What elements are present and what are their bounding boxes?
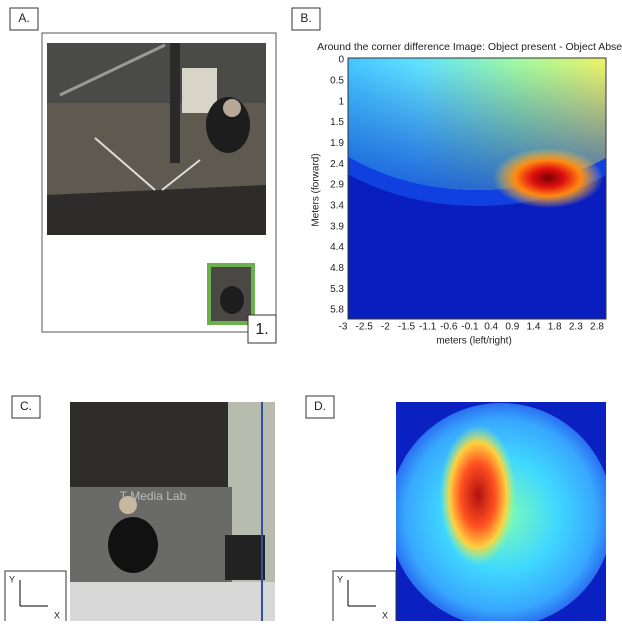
x-tick-label: -2.5 bbox=[356, 322, 374, 333]
inset-label: 1. bbox=[255, 321, 268, 338]
y-axis-label: Meters (forward) bbox=[311, 153, 322, 226]
x-tick-label: 2.8 bbox=[590, 322, 604, 333]
y-tick-label: 3.4 bbox=[330, 200, 344, 211]
x-tick-label: 0.9 bbox=[505, 322, 519, 333]
x-tick-label: -2 bbox=[381, 322, 390, 333]
y-tick-label: 5.8 bbox=[330, 305, 344, 316]
room-photo bbox=[70, 402, 275, 621]
panel-label: D. bbox=[314, 399, 326, 413]
heatmap bbox=[389, 402, 613, 621]
axis-letter: Y bbox=[9, 574, 15, 584]
y-tick-label: 4.8 bbox=[330, 263, 344, 274]
y-tick-label: 2.9 bbox=[330, 180, 344, 191]
y-tick-label: 2.4 bbox=[330, 159, 344, 170]
figure: A. 1. B. Around the corner difference Im… bbox=[0, 0, 622, 621]
axis-letter: X bbox=[382, 610, 388, 620]
x-axis-label: meters (left/right) bbox=[436, 336, 512, 347]
y-tick-label: 0.5 bbox=[330, 75, 344, 86]
axis-letter: X bbox=[54, 610, 60, 620]
x-tick-label: -0.6 bbox=[440, 322, 458, 333]
y-tick-label: 5.3 bbox=[330, 284, 344, 295]
overhead-photo bbox=[47, 43, 266, 235]
y-tick-label: 1.5 bbox=[330, 117, 344, 128]
heatmap-title: Around the corner difference Image: Obje… bbox=[317, 41, 622, 53]
y-tick-label: 3.9 bbox=[330, 221, 344, 232]
y-tick-label: 1.9 bbox=[330, 138, 344, 149]
y-tick-label: 4.4 bbox=[330, 242, 344, 253]
x-tick-label: -3 bbox=[339, 322, 348, 333]
x-tick-label: -1.5 bbox=[398, 322, 416, 333]
x-tick-label: 0.4 bbox=[484, 322, 498, 333]
x-tick-label: -1.1 bbox=[419, 322, 437, 333]
photo-text: T Media Lab bbox=[120, 489, 187, 503]
x-tick-label: -0.1 bbox=[461, 322, 479, 333]
panel-label: B. bbox=[300, 11, 311, 25]
panel-label: A. bbox=[18, 11, 29, 25]
axis-letter: Y bbox=[337, 574, 343, 584]
page: {"panels": { "a": {"label": "A.", "inset… bbox=[0, 0, 622, 621]
x-tick-label: 1.4 bbox=[527, 322, 541, 333]
x-tick-label: 1.8 bbox=[548, 322, 562, 333]
y-tick-label: 0 bbox=[338, 55, 344, 66]
x-tick-label: 2.3 bbox=[569, 322, 583, 333]
y-tick-label: 1 bbox=[338, 96, 344, 107]
panel-label: C. bbox=[20, 399, 32, 413]
